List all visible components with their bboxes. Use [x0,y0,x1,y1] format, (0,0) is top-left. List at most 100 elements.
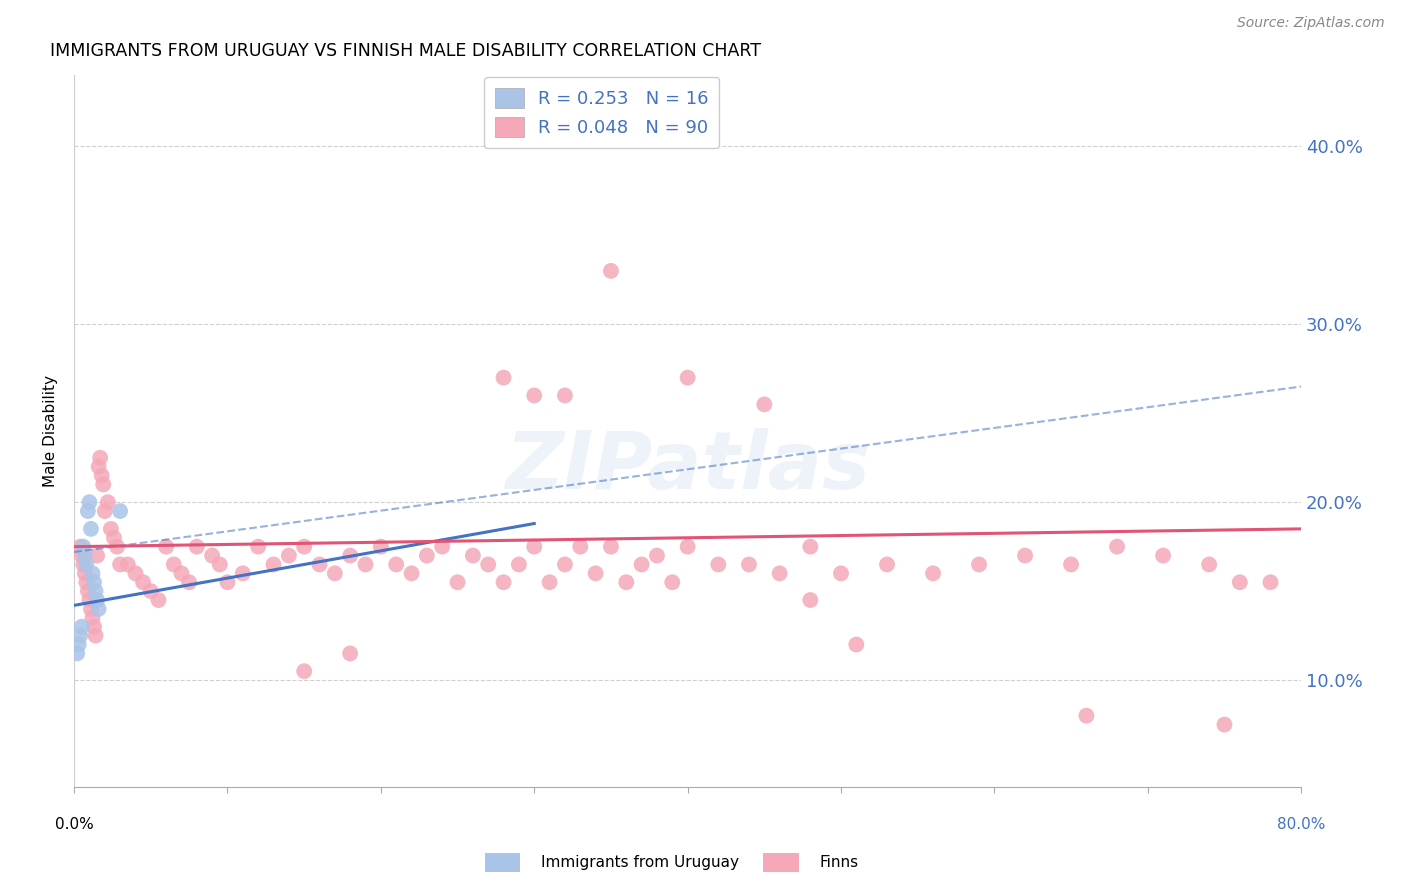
Point [84,584,107,599]
Point [89,450,111,465]
Point [208,558,231,572]
Point [66,647,89,661]
Text: 80.0%: 80.0% [1277,817,1326,832]
Point [523,388,546,402]
Point [492,575,515,590]
Point [830,566,852,581]
Point [1107,540,1129,554]
Point [661,575,683,590]
Legend: R = 0.253   N = 16, R = 0.048   N = 90: R = 0.253 N = 16, R = 0.048 N = 90 [484,77,720,147]
Point [569,540,592,554]
Point [80,522,103,536]
Point [79,495,101,509]
Point [370,540,392,554]
Point [676,370,699,384]
Point [77,504,100,518]
Point [630,558,652,572]
Point [416,549,439,563]
Point [339,549,361,563]
Text: 0.0%: 0.0% [55,817,93,832]
Point [86,593,108,607]
Point [90,468,112,483]
Point [201,549,224,563]
Point [155,540,177,554]
Point [876,558,898,572]
Point [124,566,146,581]
Point [308,558,330,572]
Point [105,540,128,554]
Point [446,575,468,590]
Point [232,566,254,581]
Point [247,540,270,554]
Point [186,540,208,554]
Text: ZIPatlas: ZIPatlas [505,427,870,506]
Point [263,558,285,572]
Point [75,558,97,572]
Text: Source: ZipAtlas.com: Source: ZipAtlas.com [1237,16,1385,30]
Point [554,558,576,572]
Point [1152,549,1174,563]
Point [80,602,103,616]
Point [87,459,110,474]
Point [1213,717,1236,731]
Point [77,584,100,599]
Text: Immigrants from Uruguay: Immigrants from Uruguay [541,855,740,870]
Point [799,540,821,554]
Point [676,540,699,554]
Point [339,647,361,661]
Point [163,558,186,572]
Point [614,575,637,590]
Point [87,602,110,616]
Point [461,549,484,563]
Point [401,566,423,581]
Point [1198,558,1220,572]
Point [585,566,607,581]
Point [100,522,122,536]
Point [1014,549,1036,563]
Point [139,584,162,599]
Point [707,558,730,572]
Point [108,558,131,572]
Point [799,593,821,607]
Point [83,620,105,634]
Point [69,629,91,643]
Point [86,549,108,563]
Point [538,575,561,590]
Point [70,620,93,634]
Point [97,495,120,509]
Point [103,531,125,545]
Point [170,566,193,581]
Point [79,593,101,607]
Point [73,549,96,563]
Point [477,558,499,572]
Point [292,664,315,678]
Point [754,397,776,411]
Text: IMMIGRANTS FROM URUGUAY VS FINNISH MALE DISABILITY CORRELATION CHART: IMMIGRANTS FROM URUGUAY VS FINNISH MALE … [49,42,761,60]
Point [523,540,546,554]
Point [1229,575,1251,590]
Point [600,264,623,278]
Point [72,558,94,572]
Point [600,540,623,554]
Y-axis label: Male Disability: Male Disability [44,375,58,487]
Point [292,540,315,554]
Point [217,575,239,590]
Point [645,549,668,563]
Point [738,558,761,572]
Point [75,575,97,590]
Point [769,566,792,581]
Point [69,540,91,554]
Point [73,566,96,581]
Point [1260,575,1282,590]
Point [1060,558,1083,572]
Point [117,558,139,572]
Point [179,575,201,590]
Point [83,575,105,590]
Point [82,611,104,625]
Point [554,388,576,402]
Point [94,504,117,518]
Point [323,566,346,581]
Point [84,629,107,643]
Point [492,370,515,384]
Text: Finns: Finns [820,855,859,870]
